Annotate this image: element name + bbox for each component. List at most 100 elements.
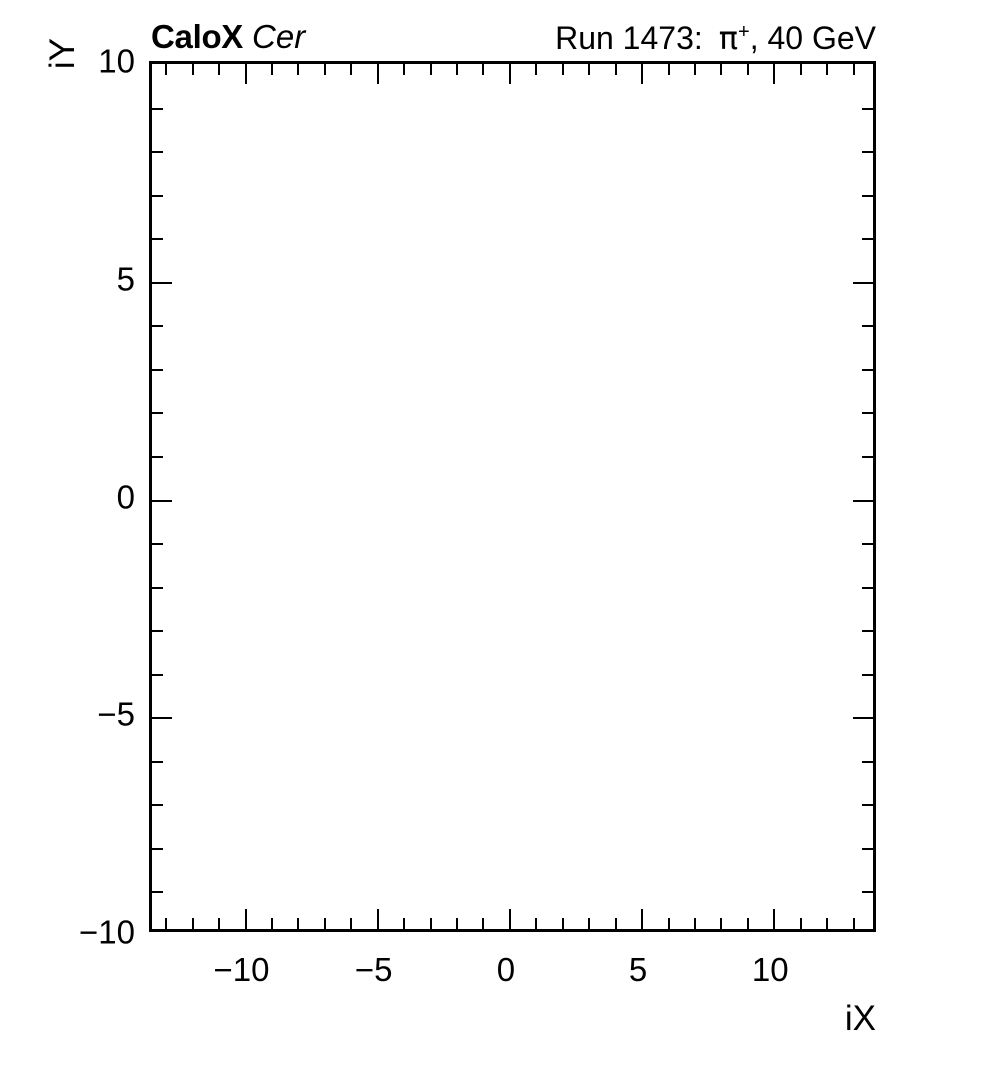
axis-tick bbox=[853, 499, 873, 502]
axis-tick bbox=[350, 64, 353, 75]
axis-tick bbox=[799, 64, 802, 75]
axis-tick bbox=[376, 909, 379, 929]
beam-energy-label: , 40 GeV bbox=[749, 20, 876, 56]
x-tick-label: 5 bbox=[628, 951, 648, 988]
experiment-label: CaloX bbox=[151, 18, 244, 55]
axis-tick bbox=[152, 847, 163, 850]
axis-tick bbox=[152, 543, 163, 546]
axis-tick bbox=[429, 918, 432, 929]
axis-tick bbox=[270, 918, 273, 929]
axis-tick bbox=[165, 64, 168, 75]
axis-tick bbox=[429, 64, 432, 75]
axis-tick bbox=[720, 918, 723, 929]
axis-tick bbox=[641, 64, 644, 84]
axis-tick bbox=[482, 64, 485, 75]
axis-tick bbox=[152, 281, 172, 284]
axis-tick bbox=[456, 64, 459, 75]
plot-frame bbox=[149, 61, 876, 932]
plot-title-left: CaloX Cer bbox=[151, 18, 305, 56]
channel-label: Cer bbox=[252, 18, 306, 55]
axis-tick bbox=[641, 909, 644, 929]
y-axis-title: iY bbox=[43, 38, 82, 70]
particle-symbol: π bbox=[718, 19, 739, 57]
axis-tick bbox=[191, 64, 194, 75]
axis-tick bbox=[152, 238, 163, 241]
axis-tick bbox=[152, 760, 163, 763]
axis-tick bbox=[746, 64, 749, 75]
axis-tick bbox=[152, 194, 163, 197]
axis-tick bbox=[152, 499, 172, 502]
axis-tick bbox=[862, 455, 873, 458]
x-axis-title: iX bbox=[844, 999, 876, 1038]
axis-tick bbox=[152, 368, 163, 371]
axis-tick bbox=[667, 918, 670, 929]
axis-tick bbox=[862, 151, 873, 154]
axis-tick bbox=[403, 918, 406, 929]
axis-tick bbox=[862, 368, 873, 371]
axis-tick bbox=[297, 918, 300, 929]
y-tick-label: −10 bbox=[79, 913, 135, 951]
axis-tick bbox=[403, 64, 406, 75]
axis-tick bbox=[244, 909, 247, 929]
axis-tick bbox=[376, 64, 379, 84]
run-label: Run 1473: bbox=[555, 20, 703, 56]
axis-tick bbox=[862, 543, 873, 546]
axis-tick bbox=[535, 918, 538, 929]
axis-tick bbox=[853, 281, 873, 284]
axis-tick bbox=[862, 325, 873, 328]
particle-charge-superscript: + bbox=[738, 21, 750, 43]
axis-tick bbox=[152, 804, 163, 807]
axis-tick bbox=[165, 918, 168, 929]
y-tick-label: −5 bbox=[97, 695, 135, 733]
axis-tick bbox=[152, 891, 163, 894]
axis-tick bbox=[152, 455, 163, 458]
x-tick-label: −5 bbox=[354, 951, 393, 988]
x-tick-label: −10 bbox=[213, 951, 270, 988]
axis-tick bbox=[746, 918, 749, 929]
axis-tick bbox=[588, 918, 591, 929]
axis-tick bbox=[799, 918, 802, 929]
axis-tick bbox=[693, 64, 696, 75]
axis-tick bbox=[508, 64, 511, 84]
axis-tick bbox=[244, 64, 247, 84]
axis-tick bbox=[561, 64, 564, 75]
axis-tick bbox=[152, 151, 163, 154]
axis-tick bbox=[218, 64, 221, 75]
plot-title-right: Run 1473: π+, 40 GeV bbox=[555, 19, 876, 57]
axis-tick bbox=[826, 918, 829, 929]
axis-tick bbox=[852, 64, 855, 75]
axis-tick bbox=[773, 64, 776, 84]
y-tick-label: 5 bbox=[116, 260, 135, 298]
axis-tick bbox=[323, 918, 326, 929]
axis-tick bbox=[152, 630, 163, 633]
axis-tick bbox=[852, 918, 855, 929]
axis-tick bbox=[152, 412, 163, 415]
axis-tick bbox=[667, 64, 670, 75]
axis-tick bbox=[152, 586, 163, 589]
axis-tick bbox=[862, 891, 873, 894]
axis-tick bbox=[270, 64, 273, 75]
axis-tick bbox=[508, 909, 511, 929]
axis-tick bbox=[862, 630, 873, 633]
axis-tick bbox=[862, 107, 873, 110]
axis-tick bbox=[862, 804, 873, 807]
axis-tick bbox=[297, 64, 300, 75]
axis-tick bbox=[693, 918, 696, 929]
axis-tick bbox=[773, 909, 776, 929]
axis-tick bbox=[826, 64, 829, 75]
axis-tick bbox=[862, 847, 873, 850]
axis-tick bbox=[862, 586, 873, 589]
axis-tick bbox=[862, 760, 873, 763]
axis-tick bbox=[862, 412, 873, 415]
axis-tick bbox=[614, 918, 617, 929]
axis-tick bbox=[862, 194, 873, 197]
y-tick-label: 0 bbox=[116, 478, 135, 515]
x-tick-label: 0 bbox=[496, 951, 516, 988]
axis-tick bbox=[152, 673, 163, 676]
axis-tick bbox=[614, 64, 617, 75]
axis-tick bbox=[853, 717, 873, 720]
axis-tick bbox=[862, 673, 873, 676]
axis-tick bbox=[482, 918, 485, 929]
axis-tick bbox=[323, 64, 326, 75]
